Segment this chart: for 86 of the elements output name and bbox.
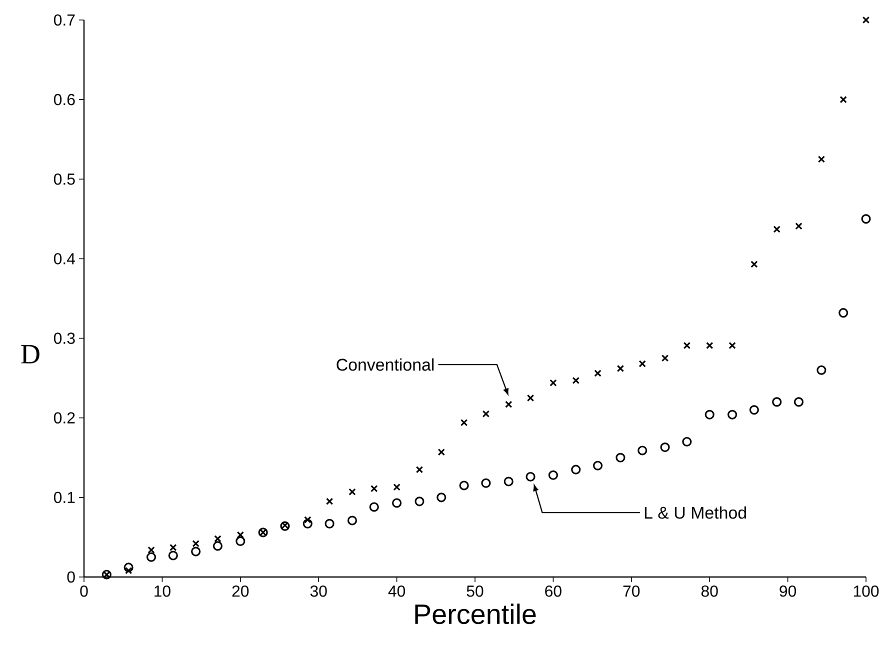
point [816,365,826,375]
point [436,492,446,502]
point [794,397,804,407]
x-tick-label: 20 [232,586,249,597]
point [416,466,424,474]
y-tick-label: 0.5 [54,174,75,185]
x-tick-label: 10 [154,586,170,597]
y-tick-label: 0.1 [54,492,75,504]
x-tick-label: 40 [388,586,406,597]
point [818,156,826,163]
y-tick-label: 0.7 [54,14,75,26]
point [148,546,155,554]
annotation: Conventional [336,358,434,371]
point [548,470,558,480]
point [638,446,648,456]
x-tick-label: 90 [780,586,796,597]
y-tick-label: 0.3 [54,332,75,344]
point [594,370,602,377]
point [772,397,782,407]
point [236,536,246,546]
point [728,342,736,350]
point [838,308,848,318]
x-axis-title: Percentile [415,604,536,624]
point [526,394,534,402]
point [212,541,223,551]
point [460,419,468,426]
x-tick-label: 70 [623,586,640,597]
point [704,410,714,420]
point [348,488,356,496]
x-tick-label: 80 [701,586,718,597]
point [459,480,469,490]
y-axis-title: D [21,345,40,364]
point [571,464,581,474]
point [504,476,514,486]
point [661,354,669,362]
point [347,516,358,526]
point [795,222,802,230]
point [170,544,177,552]
point [392,498,402,508]
point [214,535,222,542]
x-tick-label: 0 [80,586,88,597]
point [749,405,759,415]
point [706,342,714,350]
point [638,360,646,368]
x-tick-label: 50 [466,586,484,597]
point [302,518,312,528]
point [750,260,758,268]
point [862,16,870,24]
point [124,567,132,574]
point [482,410,490,418]
point [660,442,670,452]
point [526,472,536,482]
point [728,410,738,420]
x-tick-label: 100 [854,586,879,597]
y-tick-label: 0.6 [54,94,75,106]
point [414,496,424,506]
point [369,502,379,512]
point [236,531,244,538]
y-tick-label: 0 [67,571,75,583]
annotation: L & U Method [644,506,746,519]
point [168,550,178,560]
point [393,483,400,491]
point [324,518,334,528]
point [192,540,200,548]
point [438,448,445,456]
point [550,379,557,386]
point [370,485,378,492]
point [616,452,626,462]
point [592,460,603,470]
point [191,546,201,556]
x-tick-label: 60 [545,586,562,597]
point [124,562,134,572]
point [505,400,512,408]
point [682,436,692,447]
point [616,364,624,372]
point [481,478,491,488]
point [840,96,847,104]
point [146,552,156,562]
point [326,498,334,506]
point [861,214,871,224]
y-tick-label: 0.4 [54,253,76,264]
point [683,342,691,350]
x-tick-label: 30 [310,586,327,597]
point [572,376,580,384]
y-tick-label: 0.2 [54,412,75,424]
point [773,226,780,233]
